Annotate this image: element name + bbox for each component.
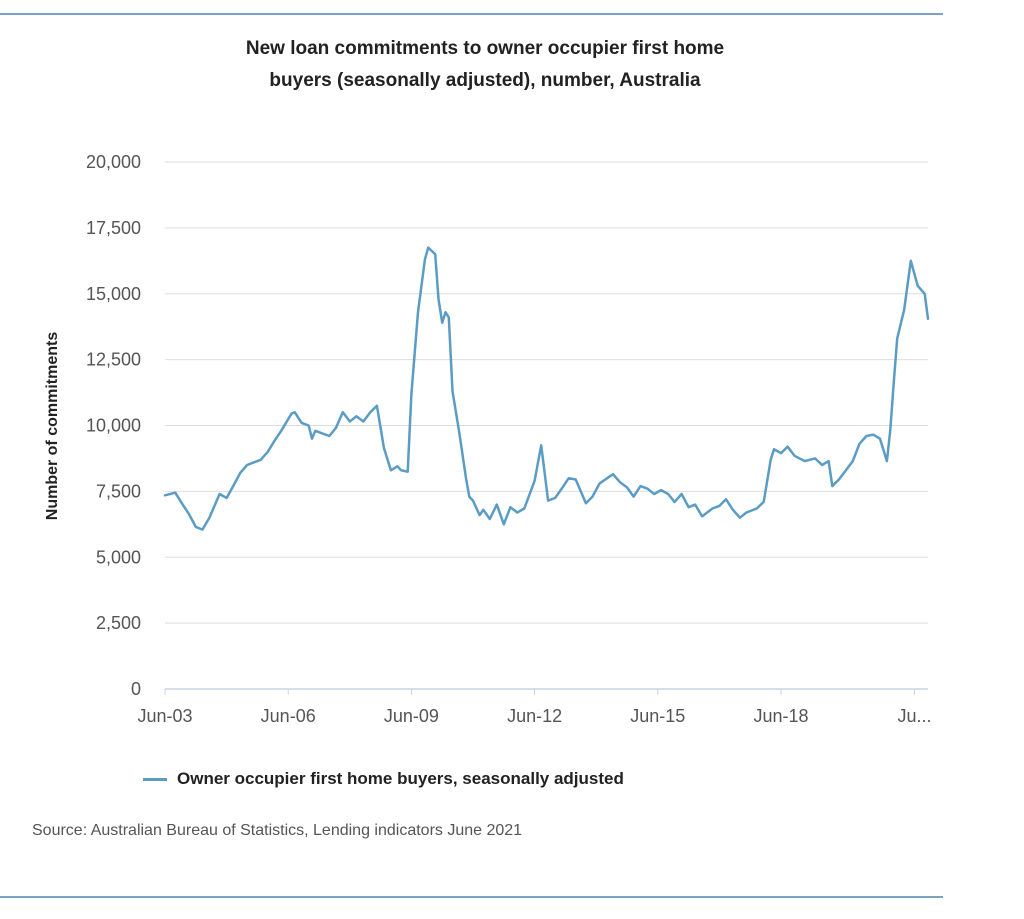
grid [165, 161, 928, 690]
x-tick-label: Jun-06 [261, 706, 316, 726]
x-axis-ticks: Jun-03 Jun-06 Jun-09 Jun-12 Jun-15 Jun-18 Ju..… [137, 689, 931, 726]
source-note: Source: Australian Bureau of Statistics,… [32, 822, 523, 839]
y-tick-label: 0 [131, 679, 141, 699]
y-tick-label: 20,000 [86, 152, 141, 172]
series-line [163, 246, 930, 531]
x-tick-label: Jun-12 [507, 706, 562, 726]
y-tick-label: 17,500 [86, 218, 141, 238]
legend[interactable]: Owner occupier first home buyers, season… [143, 769, 624, 789]
y-tick-label: 5,000 [96, 547, 141, 567]
chart-title: New loan commitments to owner occupier f… [165, 33, 805, 97]
chart-title-line-2: buyers (seasonally adjusted), number, Au… [269, 70, 701, 91]
legend-swatch [143, 777, 167, 781]
x-tick-label: Jun-18 [753, 706, 808, 726]
series-layer [163, 246, 930, 531]
x-tick-label: Jun-03 [137, 706, 192, 726]
y-tick-label: 10,000 [86, 416, 141, 436]
top-rule [0, 13, 943, 15]
y-axis-ticks: 0 2,500 5,000 7,500 10,000 12,500 15,000 17,500… [86, 152, 141, 699]
x-tick-label: Ju... [897, 706, 931, 726]
chart-title-line-1: New loan commitments to owner occupier f… [245, 38, 725, 59]
legend-label: Owner occupier first home buyers, season… [177, 769, 624, 788]
x-tick-label: Jun-09 [384, 706, 439, 726]
y-tick-label: 7,500 [96, 481, 141, 501]
x-tick-label: Jun-15 [630, 706, 685, 726]
y-tick-label: 12,500 [86, 350, 141, 370]
y-tick-label: 15,000 [86, 284, 141, 304]
bottom-rule [0, 896, 943, 898]
y-axis-title: Number of commitments [44, 332, 61, 521]
y-tick-label: 2,500 [96, 613, 141, 633]
